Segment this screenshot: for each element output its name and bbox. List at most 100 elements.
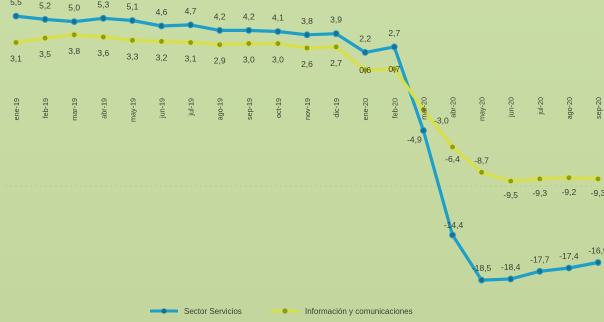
data-label: 2,2 xyxy=(359,33,371,43)
data-point-sector-servicios xyxy=(361,49,369,56)
data-label: 5,2 xyxy=(39,0,51,10)
data-point-informacion-comunicaciones xyxy=(536,175,544,183)
data-label: -4,9 xyxy=(407,135,422,145)
data-point-sector-servicios xyxy=(129,17,136,24)
data-point-informacion-comunicaciones xyxy=(216,41,224,49)
data-label: 4,1 xyxy=(272,13,284,23)
data-point-sector-servicios xyxy=(303,31,311,39)
data-point-sector-servicios xyxy=(245,27,253,34)
legend-marker xyxy=(282,308,288,314)
x-tick-label: jul-19 xyxy=(187,98,196,117)
x-tick-label: jun-20 xyxy=(507,97,516,118)
data-label: 3,1 xyxy=(185,54,197,64)
x-tick-label: dic-19 xyxy=(332,98,341,118)
x-tick-label: jun-19 xyxy=(158,98,167,119)
data-label: -9,5 xyxy=(503,190,518,200)
data-label: 3,3 xyxy=(126,51,138,61)
x-tick-label: abr-19 xyxy=(99,98,108,119)
data-label: 3,2 xyxy=(156,52,168,62)
data-label: 4,2 xyxy=(214,11,226,21)
data-point-sector-servicios xyxy=(594,259,602,266)
data-label: 5,5 xyxy=(10,0,22,7)
data-label: -8,7 xyxy=(474,155,489,165)
data-label: -9,3 xyxy=(532,188,547,198)
data-point-sector-servicios xyxy=(99,14,107,22)
data-point-informacion-comunicaciones xyxy=(70,31,78,39)
data-label: -18,4 xyxy=(501,262,521,272)
data-point-sector-servicios xyxy=(158,22,165,30)
data-label: 2,6 xyxy=(301,59,313,69)
data-label: -17,4 xyxy=(559,251,579,261)
data-point-informacion-comunicaciones xyxy=(41,34,49,42)
data-point-sector-servicios xyxy=(187,21,195,29)
data-point-sector-servicios xyxy=(70,18,78,26)
data-label: 3,8 xyxy=(301,16,313,26)
data-label: 5,1 xyxy=(126,2,138,12)
data-label: -9,3 xyxy=(591,188,604,198)
x-tick-label: ene-19 xyxy=(12,98,21,120)
data-label: -14,4 xyxy=(444,220,464,230)
data-point-sector-servicios xyxy=(332,30,340,38)
data-label: -18,5 xyxy=(472,263,492,273)
data-label: 5,0 xyxy=(68,3,80,13)
data-label: -3,0 xyxy=(434,116,449,126)
data-point-informacion-comunicaciones xyxy=(332,43,340,51)
data-label: -17,7 xyxy=(530,254,550,264)
data-label: 2,9 xyxy=(214,56,226,66)
data-point-informacion-comunicaciones xyxy=(420,106,427,113)
data-point-sector-servicios xyxy=(449,231,456,239)
data-point-informacion-comunicaciones xyxy=(390,65,398,73)
x-tick-label: feb-20 xyxy=(390,98,399,118)
legend-label: Información y comunicaciones xyxy=(305,307,413,316)
data-point-sector-servicios xyxy=(274,28,282,35)
x-tick-label: sep-19 xyxy=(245,98,254,120)
data-point-informacion-comunicaciones xyxy=(12,39,20,46)
data-label: -6,4 xyxy=(445,154,460,164)
data-point-informacion-comunicaciones xyxy=(245,40,253,47)
x-tick-label: feb-19 xyxy=(41,98,50,118)
data-label: 4,2 xyxy=(243,11,255,21)
data-point-informacion-comunicaciones xyxy=(99,33,107,41)
data-label: 3,6 xyxy=(97,48,109,58)
data-point-sector-servicios xyxy=(390,43,398,51)
x-tick-label: ago-19 xyxy=(216,98,225,120)
x-tick-label: oct-19 xyxy=(274,98,283,118)
data-point-sector-servicios xyxy=(420,127,427,134)
data-label: -16,9 xyxy=(588,246,604,256)
x-tick-label: ago-20 xyxy=(565,97,574,119)
data-label: 3,8 xyxy=(68,46,80,56)
x-tick-label: ene-20 xyxy=(361,98,370,120)
data-label: -9,2 xyxy=(562,187,577,197)
data-label: 3,0 xyxy=(243,55,255,65)
data-point-informacion-comunicaciones xyxy=(158,38,165,45)
data-point-sector-servicios xyxy=(507,275,515,283)
data-point-informacion-comunicaciones xyxy=(361,66,369,74)
data-label: 3,0 xyxy=(272,55,284,65)
data-point-informacion-comunicaciones xyxy=(129,36,136,44)
data-point-sector-servicios xyxy=(12,12,20,20)
data-label: 2,7 xyxy=(388,28,400,38)
data-label: 3,9 xyxy=(330,15,342,25)
data-point-informacion-comunicaciones xyxy=(274,40,282,47)
data-point-informacion-comunicaciones xyxy=(594,175,602,183)
data-point-informacion-comunicaciones xyxy=(449,143,456,151)
x-tick-label: may-20 xyxy=(478,97,487,121)
data-label: 3,1 xyxy=(10,54,22,64)
x-tick-label: abr-20 xyxy=(449,97,458,118)
x-tick-label: sep-20 xyxy=(594,97,603,119)
data-point-informacion-comunicaciones xyxy=(565,174,573,182)
data-point-sector-servicios xyxy=(565,264,573,272)
data-label: 4,6 xyxy=(156,7,168,17)
data-label: 2,7 xyxy=(330,58,342,68)
x-tick-label: jul-20 xyxy=(536,97,545,116)
x-tick-label: may-19 xyxy=(128,98,137,122)
data-point-informacion-comunicaciones xyxy=(303,44,311,52)
data-point-sector-servicios xyxy=(536,267,544,275)
data-label: 0,7 xyxy=(388,64,400,74)
data-point-informacion-comunicaciones xyxy=(478,168,486,176)
data-label: 5,3 xyxy=(97,0,109,9)
legend-marker xyxy=(161,308,167,314)
data-label: 4,7 xyxy=(185,6,197,16)
